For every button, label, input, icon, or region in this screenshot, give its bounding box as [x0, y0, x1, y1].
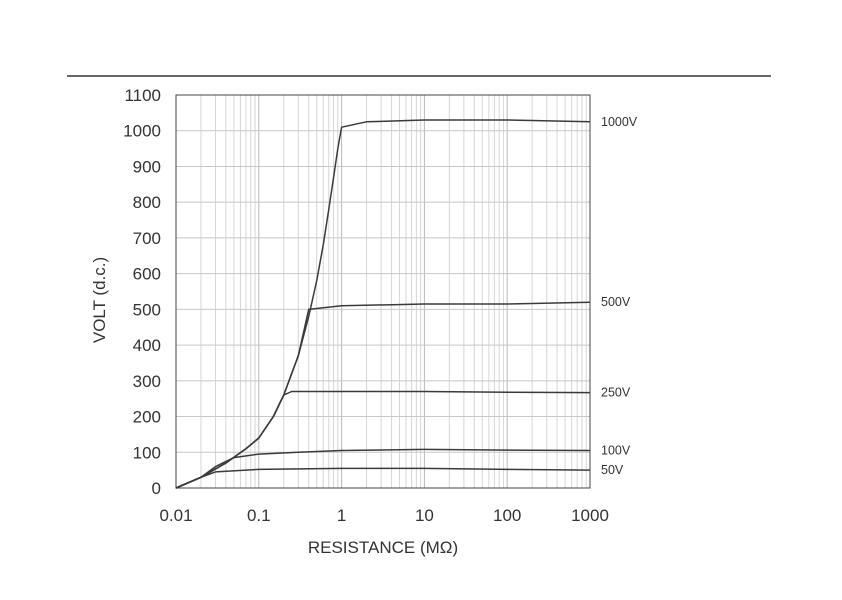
x-tick-label: 0.1	[247, 506, 271, 525]
series-line	[175, 390, 591, 489]
plot-frame	[175, 94, 591, 489]
y-axis-label: VOLT (d.c.)	[90, 257, 109, 343]
series-labels: 1000V 500V 250V 100V 50V	[601, 115, 638, 477]
y-tick-label: 800	[133, 193, 161, 212]
series-lines	[175, 119, 591, 489]
x-tick-label: 1000	[571, 506, 609, 525]
x-tick-label: 1	[337, 506, 346, 525]
y-tick-label: 400	[133, 336, 161, 355]
x-tick-label: 0.01	[159, 506, 192, 525]
y-tick-label: 500	[133, 300, 161, 319]
series-label: 500V	[601, 295, 631, 309]
y-tick-label: 100	[133, 443, 161, 462]
y-tick-label: 900	[133, 157, 161, 176]
series-line	[175, 301, 591, 489]
x-tick-label: 10	[415, 506, 434, 525]
series-label: 250V	[601, 386, 631, 400]
y-tick-label: 1000	[123, 122, 161, 141]
tick-labels: 0100200300400500600700800900100011000.01…	[123, 86, 609, 525]
series-label: 100V	[601, 443, 631, 457]
y-tick-label: 300	[133, 372, 161, 391]
y-tick-label: 0	[152, 479, 161, 498]
series-line	[175, 448, 591, 489]
y-tick-label: 200	[133, 408, 161, 427]
y-tick-label: 700	[133, 229, 161, 248]
series-line	[175, 467, 591, 489]
series-label: 50V	[601, 463, 624, 477]
y-tick-label: 1100	[124, 86, 161, 105]
x-tick-label: 100	[493, 506, 521, 525]
series-label: 1000V	[601, 115, 638, 129]
grid	[176, 95, 590, 488]
x-axis-label: RESISTANCE (MΩ)	[308, 538, 458, 557]
y-tick-label: 600	[133, 265, 161, 284]
